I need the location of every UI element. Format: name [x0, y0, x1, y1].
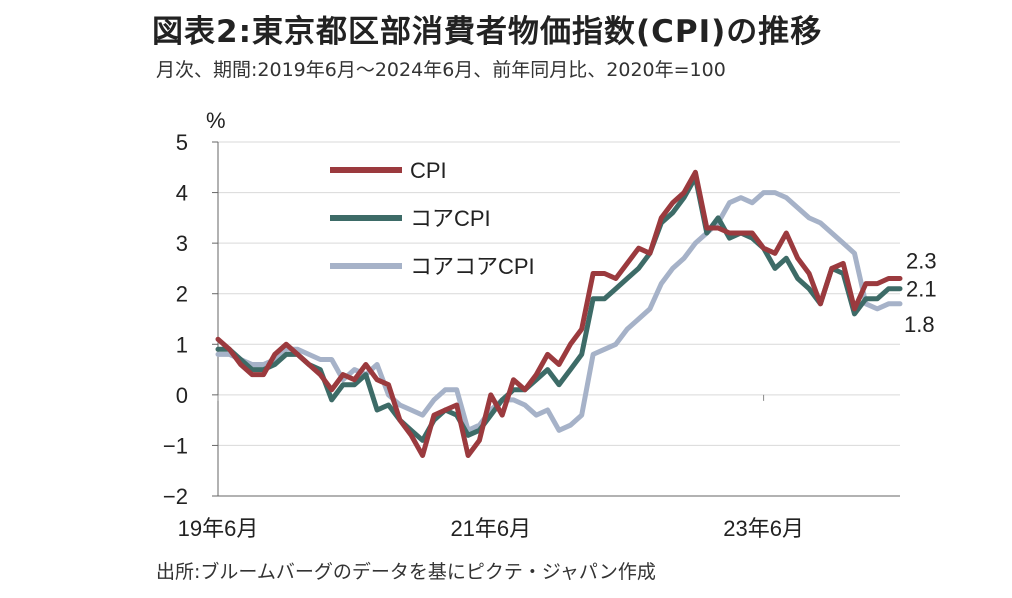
series-lines — [215, 169, 903, 458]
y-axis-unit: % — [206, 108, 226, 133]
end-value-label: 1.8 — [904, 312, 935, 337]
y-tick-label: 2 — [176, 282, 188, 307]
y-tick-label: 4 — [176, 181, 188, 206]
legend: CPI コアCPI コアコアCPI — [330, 158, 535, 279]
gridlines — [218, 141, 900, 446]
x-tick-label: 23年6月 — [723, 516, 804, 541]
y-tick-label: −1 — [163, 433, 188, 458]
y-tick-label: −2 — [163, 484, 188, 509]
series-line-1 — [215, 174, 903, 443]
end-labels: 2.3 2.1 1.8 — [904, 249, 937, 337]
x-tick-label: 19年6月 — [178, 516, 259, 541]
legend-label: CPI — [410, 158, 447, 183]
axes: 5 4 3 2 1 0 −1 −2 19年6月 21年6月 23年6月% — [163, 108, 900, 541]
series-line-2 — [215, 190, 903, 433]
end-value-label: 2.3 — [906, 249, 937, 274]
legend-label: コアコアCPI — [410, 254, 535, 279]
end-value-label: 2.1 — [906, 277, 937, 302]
x-tick-label: 21年6月 — [450, 516, 531, 541]
chart-subtitle: 月次、期間:2019年6月～2024年6月、前年同月比、2020年=100 — [156, 59, 726, 81]
y-tick-label: 0 — [176, 383, 188, 408]
y-tick-label: 3 — [176, 231, 188, 256]
source-note: 出所:ブルームバーグのデータを基にピクテ・ジャパン作成 — [156, 561, 656, 583]
legend-label: コアCPI — [410, 206, 491, 231]
chart-title: 図表2:東京都区部消費者物価指数(CPI)の推移 — [152, 14, 823, 50]
y-tick-label: 1 — [176, 332, 188, 357]
y-tick-label: 5 — [176, 130, 188, 155]
series-line-0 — [215, 169, 903, 458]
